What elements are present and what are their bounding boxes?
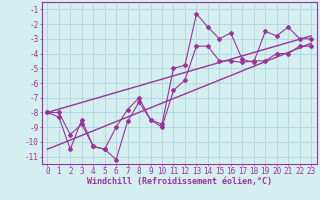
X-axis label: Windchill (Refroidissement éolien,°C): Windchill (Refroidissement éolien,°C)	[87, 177, 272, 186]
